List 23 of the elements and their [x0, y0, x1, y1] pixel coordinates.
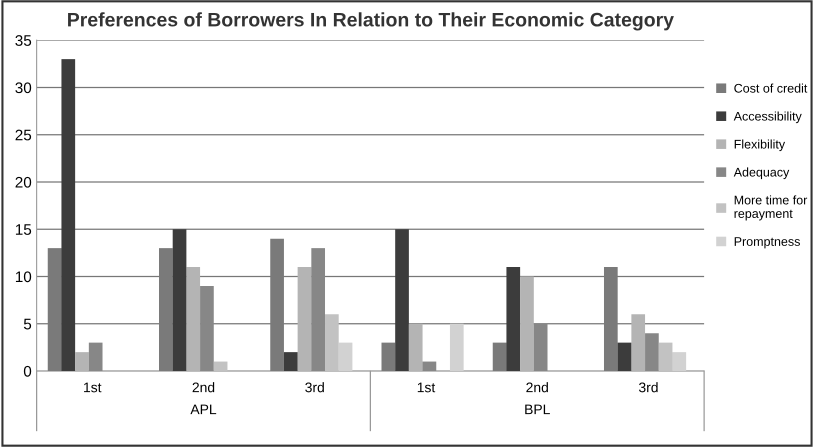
x-tick-label: 1st [418, 382, 436, 392]
text: BPL [525, 404, 550, 414]
y-tick-label: 0 [24, 366, 32, 377]
text: APL [190, 404, 216, 414]
x-tick-label: 1st [84, 382, 102, 392]
legend-label: Promptness [734, 237, 800, 248]
y-tick-label: 35 [15, 35, 32, 46]
legend-label: Adequacy [734, 167, 790, 180]
y-tick-label: 10 [16, 271, 32, 282]
x-tick-label: 3rd [305, 382, 324, 392]
y-tick-label: 25 [16, 130, 32, 140]
y-tick-label: 5 [24, 318, 32, 330]
x-tick-label: 3rd [638, 382, 658, 392]
y-tick-label: 20 [16, 176, 32, 188]
y-tick-label: 30 [15, 82, 32, 94]
chart-title: Preferences of Borrowers In Relation to Their Economic Category [68, 12, 674, 30]
y-tick-label: 15 [16, 224, 32, 235]
legend-label: Cost of credit [734, 84, 808, 93]
legend-label: More time for repayment [734, 195, 808, 220]
x-tick-label: 2nd [526, 382, 548, 392]
legend-label: Accessibility [734, 111, 802, 124]
legend-label: Flexibility [734, 139, 786, 152]
x-tick-label: 2nd [192, 382, 214, 392]
